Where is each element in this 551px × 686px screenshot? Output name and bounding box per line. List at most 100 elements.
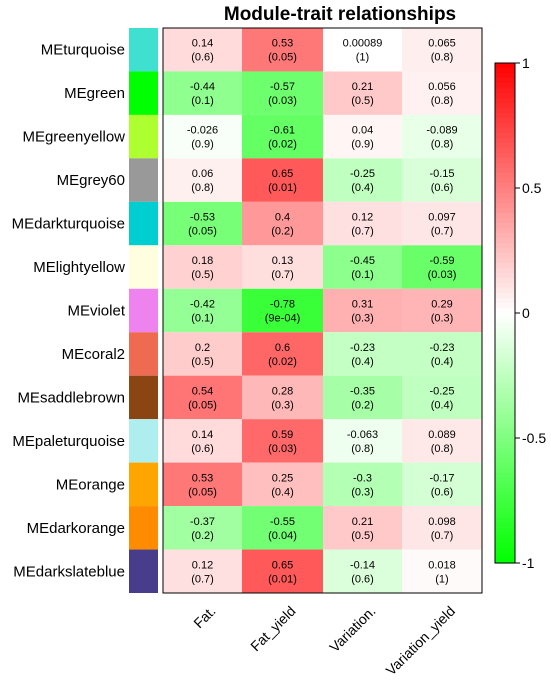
heatmap-cell	[402, 245, 482, 289]
cell-value-label: 0.12	[192, 559, 213, 571]
heatmap-cell	[163, 288, 242, 333]
row-color-MEgreen	[129, 71, 158, 115]
legend-color-step	[495, 198, 515, 204]
legend-color-step	[495, 113, 515, 119]
heatmap-cell	[242, 28, 323, 72]
cell-p-label: (0.8)	[431, 95, 454, 107]
legend-color-step	[495, 68, 515, 74]
heatmap-cell	[323, 506, 402, 550]
row-label: MEgreenyellow	[22, 129, 125, 146]
row-color-MEcoral2	[129, 332, 158, 376]
cell-p-label: (9e-04)	[265, 313, 300, 325]
heatmap-cell	[402, 114, 482, 159]
cell-p-label: (1)	[356, 52, 369, 64]
legend-color-step	[495, 488, 515, 494]
legend-color-step	[495, 168, 515, 174]
heatmap-cell	[163, 419, 242, 463]
heatmap-cell	[323, 201, 402, 246]
legend-color-step	[495, 138, 515, 144]
cell-p-label: (0.01)	[268, 182, 297, 194]
cell-p-label: (0.3)	[271, 399, 294, 411]
cell-value-label: -0.53	[190, 212, 215, 224]
legend-color-step	[495, 383, 515, 389]
heatmap-cell	[163, 332, 242, 376]
legend-color-step	[495, 398, 515, 404]
heatmap-cell	[242, 462, 323, 507]
legend-color-step	[495, 353, 515, 359]
row-color-MEturquoise	[129, 28, 158, 72]
legend-color-step	[495, 183, 515, 189]
cell-p-label: (0.7)	[271, 269, 294, 281]
heatmap-cell	[323, 28, 402, 72]
row-color-MEpaleturquoise	[129, 419, 158, 463]
legend-color-step	[495, 273, 515, 279]
column-labels: Fat. Fat_yield Variation. Variation_yield	[190, 603, 458, 679]
legend-color-step	[495, 363, 515, 369]
legend-color-step	[495, 483, 515, 489]
row-labels: MEturquoise MEgreen MEgreenyellow MEgrey60 M…	[12, 42, 126, 581]
cell-p-label: (0.8)	[351, 443, 374, 455]
heatmap-cell	[242, 158, 323, 202]
legend-color-step	[495, 93, 515, 99]
heatmap-cell	[163, 506, 242, 550]
cell-p-label: (0.8)	[431, 139, 454, 151]
cell-value-label: -0.59	[429, 255, 454, 267]
cell-p-label: (0.7)	[191, 573, 214, 585]
cell-value-label: 0.6	[275, 342, 290, 354]
row-label: MEsaddlebrown	[17, 389, 125, 406]
legend-color-step	[495, 558, 515, 564]
heatmap-cell	[163, 462, 242, 507]
legend-color-step	[495, 453, 515, 459]
legend-color-step	[495, 358, 515, 364]
cell-p-label: (0.4)	[431, 399, 454, 411]
row-label: MElightyellow	[33, 259, 125, 276]
legend-color-step	[495, 238, 515, 244]
heatmap-cell	[163, 245, 242, 289]
cell-value-label: -0.23	[429, 342, 454, 354]
legend-color-step	[495, 518, 515, 524]
legend-color-step	[495, 463, 515, 469]
heatmap-cell	[402, 71, 482, 115]
heatmap-cell	[242, 245, 323, 289]
heatmap-cell	[402, 332, 482, 376]
row-label: MEviolet	[67, 303, 125, 320]
cell-value-label: 0.54	[192, 385, 213, 397]
legend-color-step	[495, 433, 515, 439]
heatmap-cell	[402, 462, 482, 507]
row-label: MEdarkslateblue	[13, 563, 125, 580]
cell-value-label: 0.4	[275, 212, 290, 224]
cell-p-label: (0.6)	[191, 52, 214, 64]
cell-value-label: 0.018	[428, 559, 456, 571]
cell-p-label: (1)	[435, 573, 448, 585]
heatmap-cell	[242, 71, 323, 115]
cell-value-label: 0.14	[192, 38, 213, 50]
legend-color-step	[495, 468, 515, 474]
cell-value-label: 0.21	[352, 81, 373, 93]
legend-color-step	[495, 258, 515, 264]
row-label: MEgrey60	[57, 172, 125, 189]
heatmap-cell	[402, 506, 482, 550]
row-color-MEdarkslateblue	[129, 549, 158, 593]
row-color-MEorange	[129, 462, 158, 507]
cell-p-label: (0.7)	[351, 226, 374, 238]
cell-value-label: -0.23	[350, 342, 375, 354]
cell-value-label: 0.12	[352, 212, 373, 224]
cell-p-label: (0.9)	[191, 139, 214, 151]
heatmap-cell	[402, 158, 482, 202]
legend-color-step	[495, 88, 515, 94]
column-label: Fat_yield	[247, 603, 298, 654]
cell-value-label: -0.026	[187, 125, 218, 137]
legend-color-step	[495, 73, 515, 79]
cell-p-label: (0.8)	[431, 52, 454, 64]
cell-value-label: 0.65	[272, 559, 293, 571]
legend-color-step	[495, 228, 515, 234]
chart-title: Module-trait relationships	[224, 4, 456, 25]
cell-value-label: 0.098	[428, 516, 456, 528]
row-label: MEorange	[56, 476, 125, 493]
cell-p-label: (0.02)	[268, 356, 297, 368]
row-color-MElightyellow	[129, 245, 158, 289]
heatmap-cell	[323, 332, 402, 376]
cell-value-label: -0.45	[350, 255, 375, 267]
legend-color-step	[495, 538, 515, 544]
cell-value-label: -0.37	[190, 516, 215, 528]
